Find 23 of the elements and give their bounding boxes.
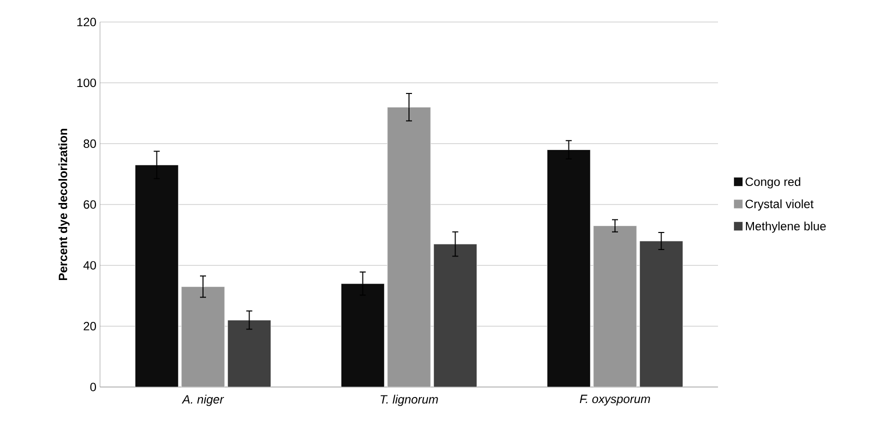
y-tick-label: 80 [84,139,96,148]
x-tick-label: A. niger [182,394,224,406]
bar [181,286,225,387]
bar [340,283,385,387]
legend-label: Crystal violet [746,199,814,211]
bar [227,320,272,387]
bar [433,244,478,387]
bar [639,240,684,387]
x-tick-label: T. lignorum [380,394,438,406]
bar [387,106,431,387]
y-tick-label: 0 [90,382,96,392]
bar [134,164,179,387]
y-tick-label: 20 [84,322,96,330]
bar [546,150,591,387]
y-tick-label: 100 [77,78,96,88]
y-tick-label: 60 [84,200,96,209]
x-tick-label: F. oxysporum [580,394,650,406]
y-axis-title: Percent dye decolorization [58,128,70,280]
legend-label: Congo red [746,177,800,188]
bar [593,226,637,387]
y-tick-label: 120 [77,18,96,26]
y-tick-label: 40 [83,261,96,270]
legend-label: Methylene blue [746,222,826,233]
